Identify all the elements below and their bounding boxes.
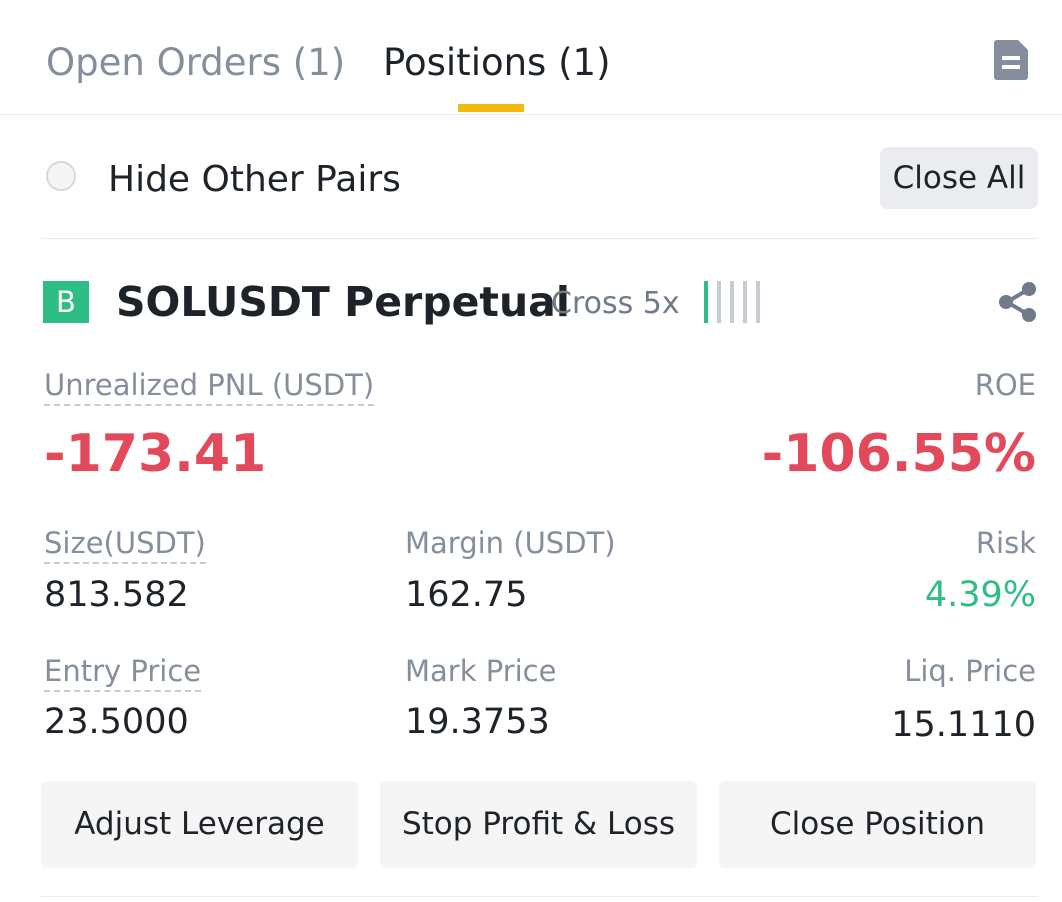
hide-other-pairs-radio[interactable] [46, 161, 76, 191]
adl-bar [756, 281, 760, 323]
tab-open-orders[interactable]: Open Orders (1) [46, 41, 346, 84]
document-icon[interactable] [994, 40, 1028, 80]
margin-label: Margin (USDT) [405, 526, 616, 560]
unrealized-pnl-label[interactable]: Unrealized PNL (USDT) [44, 367, 375, 406]
stop-profit-loss-button[interactable]: Stop Profit & Loss [380, 781, 697, 868]
adl-bar [704, 281, 708, 323]
close-all-button[interactable]: Close All [880, 147, 1038, 209]
size-value: 813.582 [44, 575, 189, 615]
tab-bar: Open Orders (1) Positions (1) [0, 0, 1062, 115]
adl-indicator [704, 281, 760, 323]
active-tab-indicator [458, 104, 524, 112]
share-icon[interactable] [998, 282, 1038, 322]
margin-mode-leverage: Cross 5x [551, 286, 680, 321]
hide-other-pairs-label: Hide Other Pairs [108, 159, 401, 200]
entry-price-value: 23.5000 [44, 702, 189, 742]
close-position-button[interactable]: Close Position [719, 781, 1036, 868]
divider [41, 896, 1038, 897]
roe-value: -106.55% [761, 424, 1036, 484]
liq-price-label: Liq. Price [904, 654, 1036, 688]
mark-price-value: 19.3753 [405, 702, 550, 742]
roe-label: ROE [974, 368, 1036, 402]
divider [41, 238, 1038, 239]
adl-bar [730, 281, 734, 323]
entry-price-label[interactable]: Entry Price [44, 653, 202, 692]
adl-bar [743, 281, 747, 323]
liq-price-value: 15.1110 [891, 705, 1036, 745]
margin-value: 162.75 [405, 575, 528, 615]
risk-value: 4.39% [924, 575, 1036, 615]
adjust-leverage-button[interactable]: Adjust Leverage [41, 781, 358, 868]
adl-bar [717, 281, 721, 323]
size-label[interactable]: Size(USDT) [44, 525, 206, 564]
unrealized-pnl-value: -173.41 [44, 424, 267, 484]
tab-positions[interactable]: Positions (1) [383, 41, 611, 84]
side-badge: B [43, 281, 89, 323]
position-symbol[interactable]: SOLUSDT Perpetual [116, 278, 570, 326]
risk-label: Risk [975, 526, 1036, 560]
mark-price-label: Mark Price [405, 654, 557, 688]
